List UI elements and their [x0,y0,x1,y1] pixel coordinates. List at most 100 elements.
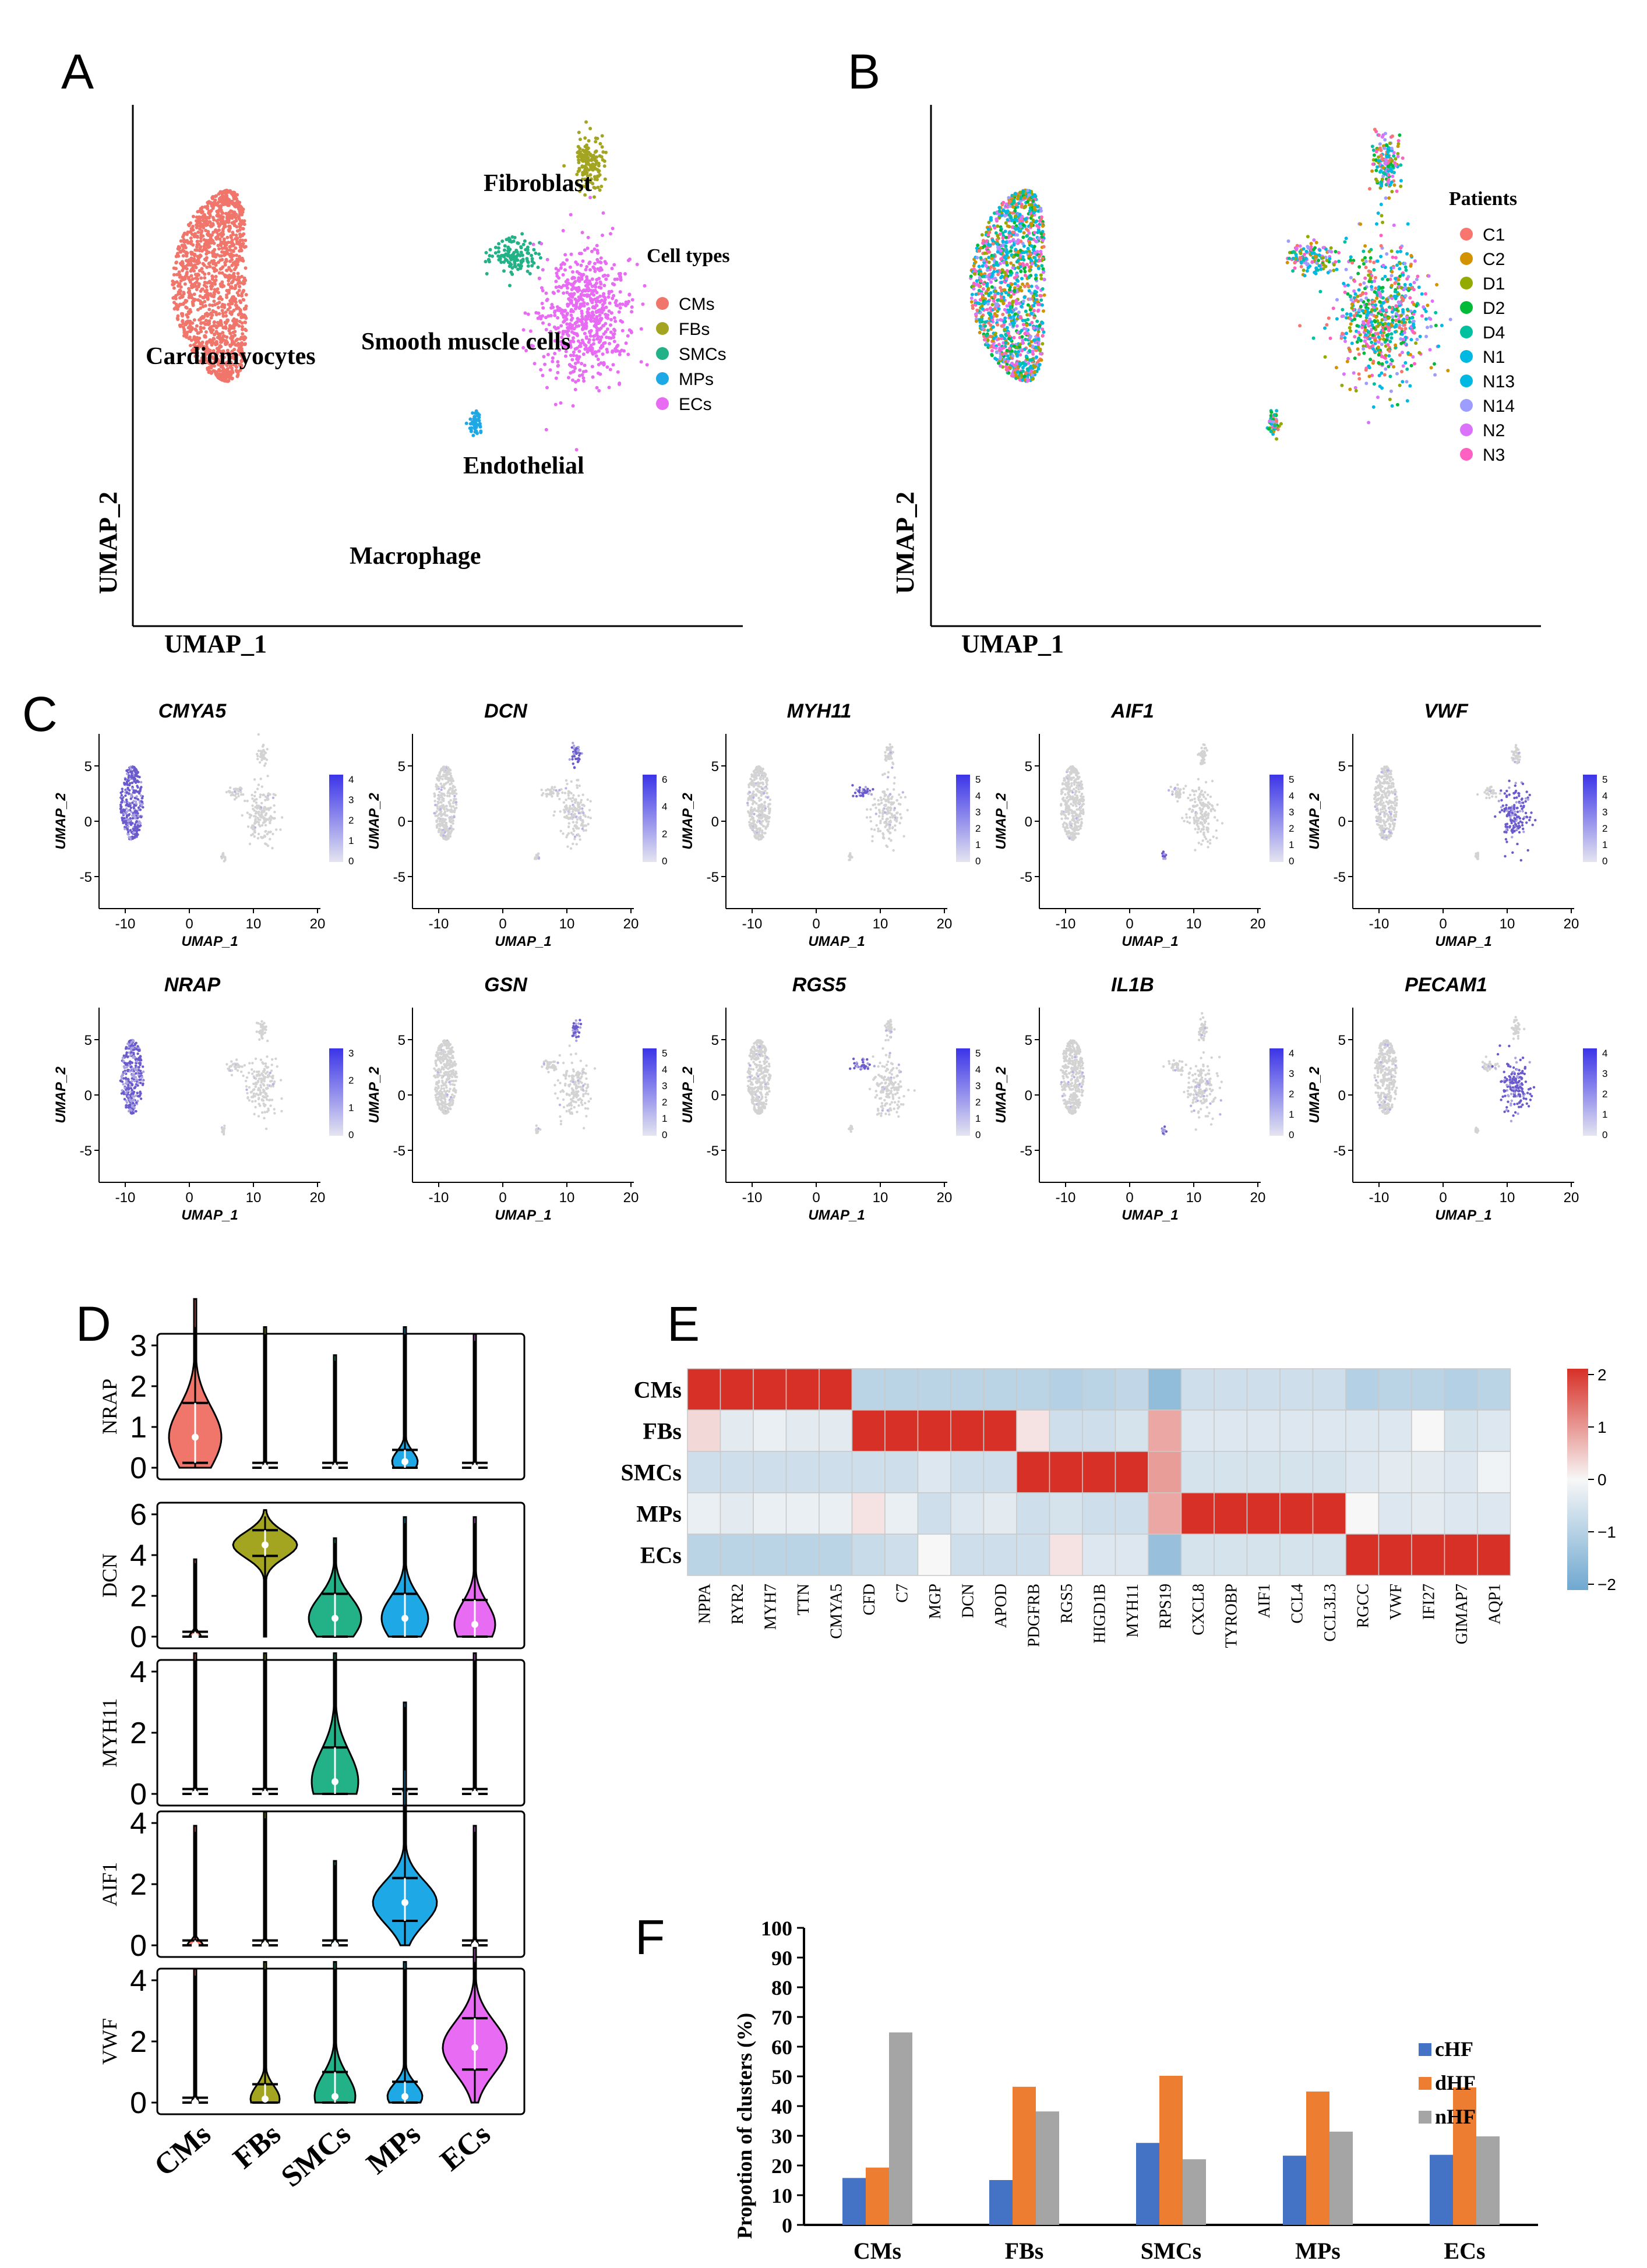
scale-tick: 5 [662,1048,667,1059]
heatmap-cell [1279,1409,1314,1452]
heatmap-cell [1477,1368,1511,1411]
ytick: 0 [84,814,92,830]
heatmap-cell [1180,1534,1215,1576]
legend-label-n14: N14 [1483,397,1515,416]
legend-label-d4: D4 [1483,323,1505,342]
ylabel: UMAP_2 [53,1066,69,1124]
f-ytick: 50 [771,2065,792,2089]
heatmap-col-label: CCL4 [1288,1584,1306,1623]
violin-ytick: 2 [130,2025,147,2059]
heatmap-cell [1246,1451,1281,1493]
legend-label-n2: N2 [1483,421,1505,440]
heatmap-cell [1477,1534,1511,1576]
f-ytick: 20 [771,2154,792,2178]
xtick: 10 [559,1190,575,1206]
xlabel: UMAP_1 [495,1207,551,1223]
f-xlabel-smcs: SMCs [1141,2238,1201,2264]
scale-tick: 0 [1602,1129,1607,1140]
f-ytick: 90 [771,1946,792,1970]
f-ylabel: Propotion of clusters (%) [733,2013,756,2239]
panel-label-a: A [61,44,94,99]
heatmap-cell [785,1368,820,1411]
heatmap-col-label: NPPA [696,1583,714,1624]
legend-label-d2: D2 [1483,299,1505,318]
heatmap-cell [687,1451,721,1493]
legend-label-n1: N1 [1483,348,1505,367]
heatmap-col-label: RGCC [1354,1584,1372,1628]
colorbar-tick: −2 [1597,1575,1616,1594]
heatmap-cell [1214,1368,1248,1411]
heatmap-col-label: MGP [926,1584,944,1619]
heatmap-cell [1444,1534,1478,1576]
violin-ytick: 4 [130,1964,147,1998]
scale-tick: 1 [348,835,354,846]
violin-ytick: 3 [130,1329,147,1363]
heatmap-cell [720,1492,754,1535]
bar-chf-smcs [1136,2143,1159,2225]
heatmap-cell [1378,1492,1412,1535]
scale-tick: 4 [1289,790,1294,801]
violin-plots: 3 2 1 0 NRAP 6 4 2 0 DCN 4 2 0 MYH11 4 2 0 AIF1 4 2 0 VWF CMs… [98,1298,526,2193]
bar-nhf-cms [889,2032,912,2225]
violin-ytick: 0 [130,1620,147,1654]
xtick: 20 [1250,1190,1266,1206]
heatmap-cell [1016,1409,1050,1452]
ylabel: UMAP_2 [1307,793,1322,850]
ylabel: UMAP_2 [366,1066,382,1124]
f-ytick: 80 [771,1976,792,1999]
scale-tick: 4 [662,801,667,812]
heatmap-cell [1312,1451,1346,1493]
legend-label-chf: cHF [1435,2037,1473,2061]
f-ytick: 100 [761,1917,792,1940]
xtick: 10 [1186,1190,1202,1206]
scale-tick: 3 [975,1080,981,1091]
ylabel: UMAP_2 [53,793,69,850]
heatmap-cell [1115,1534,1149,1576]
bar-chf-ecs [1430,2154,1453,2225]
ylabel: UMAP_2 [993,1066,1009,1124]
ytick: -5 [1020,870,1032,885]
xtick: 10 [873,1190,888,1206]
violin-ytick: 2 [130,1716,147,1750]
heatmap-cell [785,1409,820,1452]
heatmap-cell [1180,1492,1215,1535]
umap-b-xlabel: UMAP_1 [961,630,1064,658]
heatmap-cell [819,1534,853,1576]
annotation-endothelial: Endothelial [463,453,584,479]
heatmap-cell [1411,1451,1445,1493]
bar-dhf-ecs [1453,2087,1476,2225]
ytick: 5 [84,1033,92,1048]
bar-dhf-smcs [1159,2075,1183,2225]
xlabel: UMAP_1 [808,1207,865,1223]
legend-label-mps: MPs [679,370,714,389]
legend-dot-c2 [1460,252,1473,265]
heatmap-col-label: TYROBP [1222,1584,1240,1648]
panel-label-d: D [76,1296,111,1351]
heatmap-cell [1444,1409,1478,1452]
heatmap-cell [1378,1409,1412,1452]
panel-label-b: B [848,44,881,99]
ytick: 0 [1338,1088,1346,1104]
xtick: 0 [1439,1190,1447,1206]
heatmap-cell [1279,1451,1314,1493]
violin-ytick: 0 [130,1929,147,1963]
xtick: 0 [812,916,820,932]
heatmap-cell [884,1492,919,1535]
heatmap-cell [753,1451,787,1493]
scale-tick: 2 [975,1097,981,1108]
violin-row-vwf: 4 2 0 VWF [98,1946,526,2120]
f-ytick: 60 [771,2036,792,2059]
ytick: 0 [84,1088,92,1104]
gene-title: DCN [484,700,528,722]
heatmap-cell [785,1534,820,1576]
heatmap-row-label: FBs [643,1418,682,1444]
heatmap-cell [1279,1534,1314,1576]
xtick: -10 [1056,916,1076,932]
violin-gene-label: AIF1 [98,1862,121,1906]
ytick: 5 [1025,759,1032,775]
gene-title: AIF1 [1110,700,1154,722]
violin-row-nrap: 3 2 1 0 NRAP [98,1298,526,1485]
heatmap-row-label: MPs [636,1501,682,1527]
